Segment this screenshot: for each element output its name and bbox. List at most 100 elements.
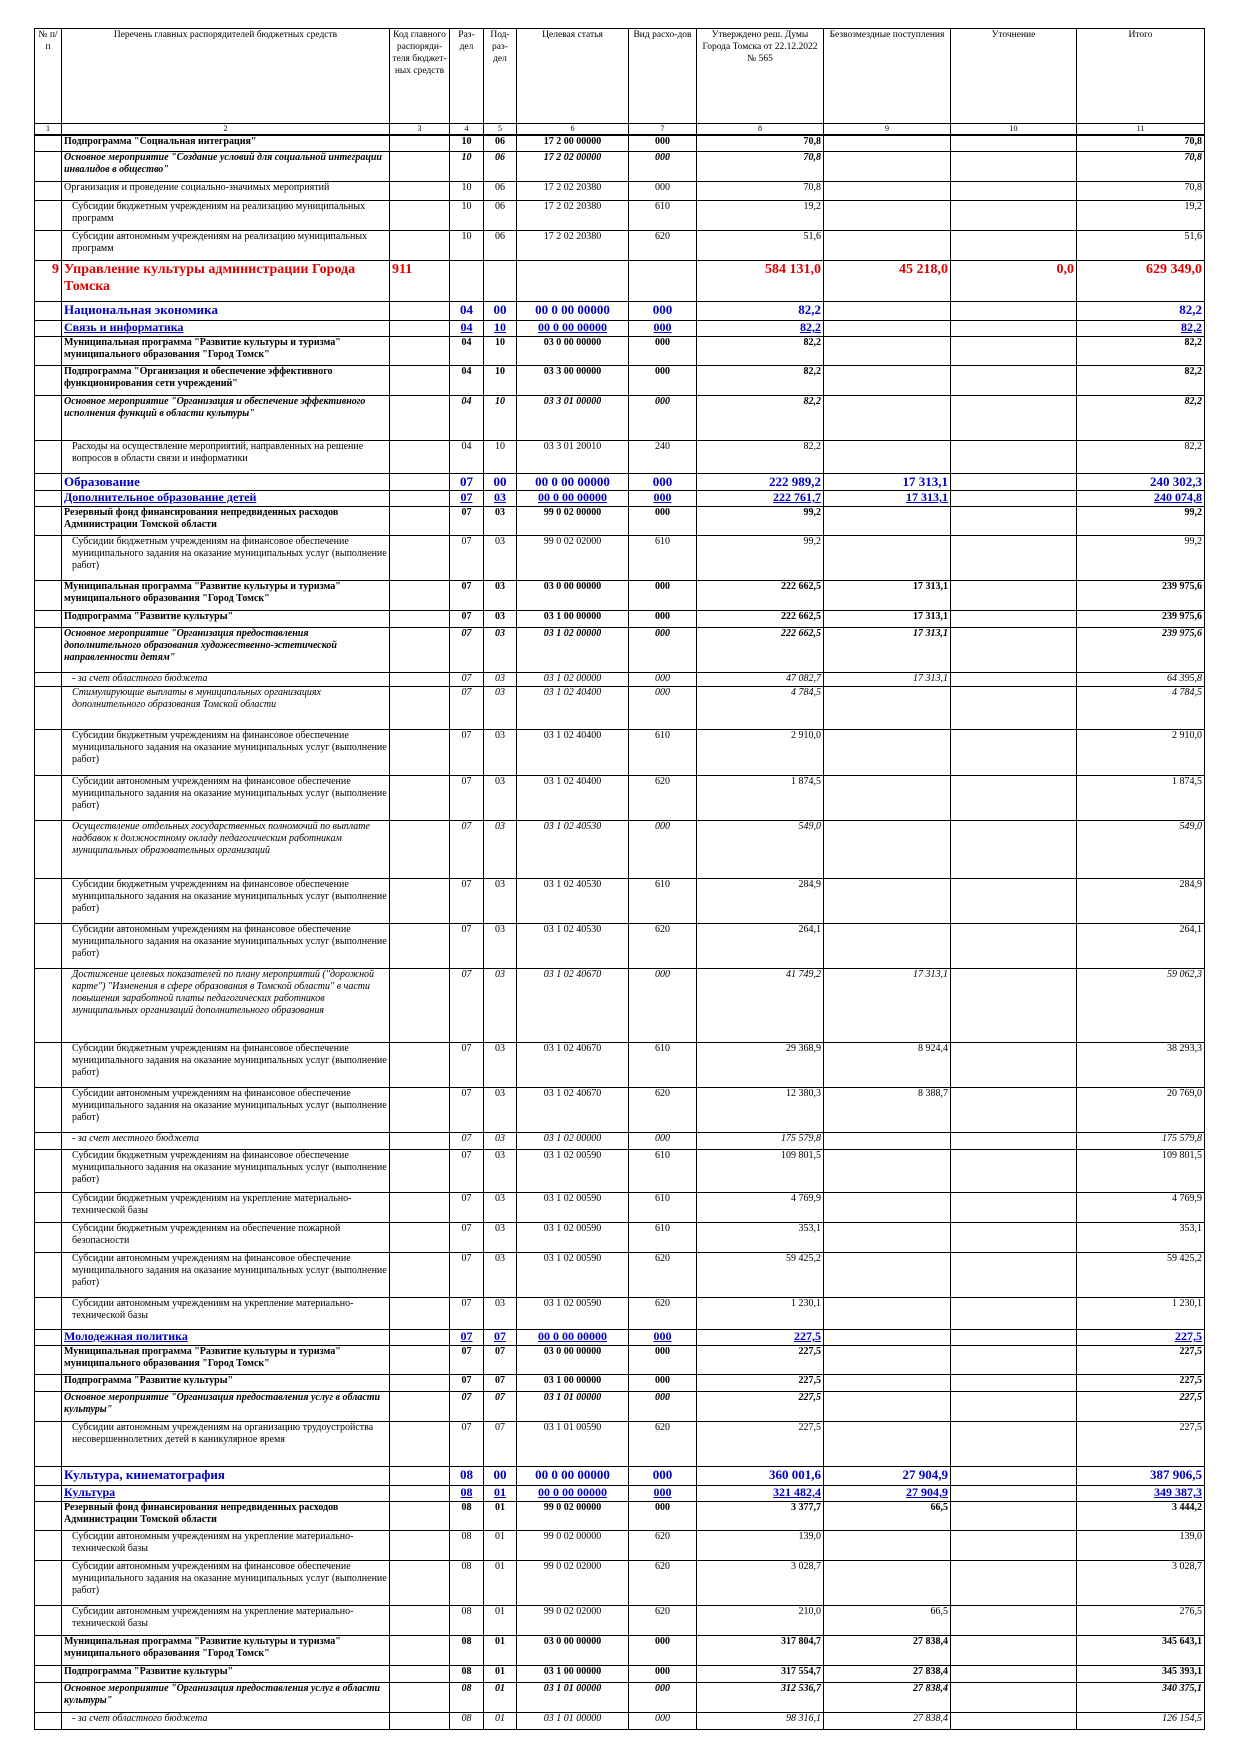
amount-cell: 82,2 [1076,336,1205,366]
code-cell [389,1087,450,1133]
item-name: Культура [61,1485,390,1502]
table-row: Подпрограмма "Развитие культуры" 07 07 03 1… [34,1374,1205,1392]
table-row: Подпрограмма "Развитие культуры" 08 01 03 1… [34,1665,1205,1683]
amount-cell: 99,2 [1076,535,1205,581]
code-cell: 03 1 01 00000 [516,1712,629,1730]
item-name: Осуществление отдельных государственных … [61,820,390,879]
code-cell: 03 [483,968,517,1043]
code-cell: 03 [483,878,517,924]
code-cell: 01 [483,1560,517,1606]
code-cell: 000 [628,490,697,507]
amount-cell [950,1297,1077,1330]
code-cell: 07 [449,580,484,611]
item-name: Субсидии бюджетным учреждениям на финанс… [61,535,390,581]
code-cell [389,301,450,321]
code-cell [389,395,450,441]
code-cell: 03 [483,1132,517,1150]
amount-cell [950,1042,1077,1088]
item-name: Молодежная политика [61,1329,390,1346]
amount-cell: 4 784,5 [696,686,824,730]
table-row: Подпрограмма "Социальная интеграция" 10 06… [34,134,1205,152]
amount-cell [823,230,951,261]
code-cell [34,775,62,821]
amount-cell [950,1391,1077,1422]
amount-cell: 3 377,7 [696,1501,824,1531]
amount-cell: 82,2 [1076,301,1205,321]
header-cell: Перечень главных распорядителей бюджетны… [61,28,390,124]
code-cell [389,320,450,337]
amount-cell: 99,2 [696,535,824,581]
code-cell [389,627,450,673]
code-cell: 01 [483,1682,517,1713]
code-cell: 000 [628,134,697,152]
table-row: Молодежная политика 07 07 00 0 00 00000 000 2… [34,1329,1205,1346]
code-cell: 03 1 02 00590 [516,1252,629,1298]
item-name: - за счет областного бюджета [61,1712,390,1730]
amount-cell: 20 769,0 [1076,1087,1205,1133]
column-number: 4 [449,123,484,136]
code-cell: 03 1 02 40400 [516,686,629,730]
table-row: - за счет областного бюджета 08 01 03 1 01 … [34,1712,1205,1730]
code-cell [389,729,450,776]
code-cell [34,1530,62,1561]
amount-cell: 222 761,7 [696,490,824,507]
amount-cell [823,729,951,776]
amount-cell: 264,1 [696,923,824,969]
item-name: Основное мероприятие "Организация и обес… [61,395,390,441]
amount-cell: 2 910,0 [696,729,824,776]
amount-cell: 19,2 [696,200,824,231]
amount-cell: 17 313,1 [823,627,951,673]
code-cell [389,1712,450,1730]
amount-cell [950,729,1077,776]
code-cell: 10 [483,440,517,474]
amount-cell: 387 906,5 [1076,1466,1205,1486]
amount-cell [823,301,951,321]
table-row: Субсидии автономным учреждениям на финан… [34,1560,1205,1606]
code-cell [389,200,450,231]
amount-cell: 3 028,7 [696,1560,824,1606]
code-cell [389,535,450,581]
amount-cell [823,181,951,201]
column-number: 11 [1076,123,1205,136]
amount-cell: 70,8 [1076,181,1205,201]
code-cell: 08 [449,1605,484,1636]
amount-cell [823,1252,951,1298]
code-cell [389,775,450,821]
amount-cell [823,1374,951,1392]
code-cell: 08 [449,1501,484,1531]
budget-table-wrap: № п/п Перечень главных распорядителей бюд… [34,28,1205,1730]
table-row: Подпрограмма "Развитие культуры" 07 03 03 1… [34,610,1205,628]
code-cell: 07 [449,1297,484,1330]
table-row: Субсидии бюджетным учреждениям на реализ… [34,200,1205,231]
code-cell [34,1374,62,1392]
table-row: 9 Управление культуры администрации Город… [34,260,1205,302]
code-cell [34,473,62,491]
code-cell [389,134,450,152]
table-body: Подпрограмма "Социальная интеграция" 10 06… [34,134,1205,1730]
amount-cell: 240 302,3 [1076,473,1205,491]
code-cell: 99 0 02 02000 [516,1560,629,1606]
amount-cell [950,1374,1077,1392]
column-number: 2 [61,123,390,136]
amount-cell: 82,2 [696,336,824,366]
item-name: Субсидии бюджетным учреждениям на финанс… [61,1042,390,1088]
header-cell: Раз-дел [449,28,484,124]
amount-cell [950,1560,1077,1606]
table-row: Достижение целевых показателей по плану … [34,968,1205,1043]
code-cell: 03 1 02 40670 [516,1087,629,1133]
amount-cell: 345 643,1 [1076,1635,1205,1666]
amount-cell [823,336,951,366]
amount-cell: 549,0 [696,820,824,879]
code-cell: 00 0 00 00000 [516,490,629,507]
amount-cell: 8 924,4 [823,1042,951,1088]
code-cell: 07 [449,1421,484,1467]
amount-cell: 70,8 [696,151,824,182]
code-cell: 03 1 02 00000 [516,627,629,673]
code-cell: 03 3 01 00000 [516,395,629,441]
amount-cell: 59 425,2 [1076,1252,1205,1298]
code-cell: 000 [628,672,697,687]
code-cell [449,260,484,302]
amount-cell [823,200,951,231]
table-row: Стимулирующие выплаты в муниципальных ор… [34,686,1205,730]
code-cell: 10 [449,200,484,231]
